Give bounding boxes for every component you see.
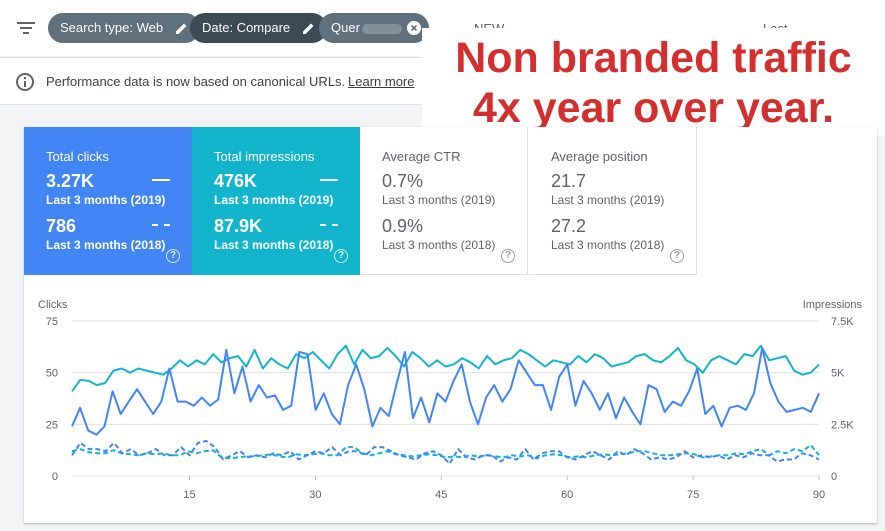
close-icon[interactable] (407, 21, 421, 35)
metric-average-position[interactable]: Average position 21.7 Last 3 months (201… (529, 127, 697, 275)
date-chip[interactable]: Date: Compare (190, 13, 327, 43)
series-line-clicks-2019 (71, 346, 820, 436)
y-right-tick-label: 0 (831, 471, 837, 483)
learn-more-link[interactable]: Learn more (348, 74, 415, 89)
metric-value-previous: 786 (46, 216, 77, 236)
y-right-tick-label: 5K (831, 368, 845, 380)
search-type-chip[interactable]: Search type: Web (48, 13, 200, 43)
metric-label: Average position (551, 149, 648, 164)
query-chip[interactable]: Quer (319, 13, 429, 43)
dashed-line-legend (152, 224, 170, 226)
help-icon[interactable]: ? (334, 249, 348, 263)
query-chip-label: Quer (331, 20, 360, 35)
y-left-axis-title: Clicks (38, 299, 68, 311)
metric-period-previous: Last 3 months (2018) (46, 238, 166, 252)
metric-period-previous: Last 3 months (2018) (214, 238, 334, 252)
metric-value-previous: 27.2 (551, 216, 587, 236)
metric-value-current: 0.7% (382, 171, 424, 191)
annotation-overlay: Non branded traffic 4x year over year. (422, 28, 885, 136)
x-tick-label: 60 (561, 489, 573, 501)
x-tick-label: 75 (687, 489, 699, 501)
search-type-chip-label: Search type: Web (60, 20, 164, 35)
metric-period-current: Last 3 months (2019) (214, 193, 334, 207)
x-tick-label: 15 (183, 489, 195, 501)
metric-value-previous: 87.9K (214, 216, 263, 236)
edit-icon[interactable] (175, 22, 188, 35)
solid-line-legend (152, 179, 170, 181)
filter-icon[interactable] (16, 18, 36, 38)
dashed-line-legend (320, 224, 338, 226)
metric-value-current: 21.7 (551, 171, 587, 191)
help-icon[interactable]: ? (670, 249, 684, 263)
info-icon (16, 73, 34, 91)
solid-line-legend (320, 179, 338, 181)
metric-label: Total clicks (46, 149, 109, 164)
series-line-impressions-2018 (71, 444, 820, 460)
metric-label: Average CTR (382, 149, 461, 164)
metric-value-current: 3.27K (46, 171, 95, 191)
redacted-text (361, 23, 402, 34)
series-line-clicks-2018 (71, 439, 820, 465)
help-icon[interactable]: ? (166, 249, 180, 263)
date-chip-label: Date: Compare (202, 20, 291, 35)
x-tick-label: 30 (309, 489, 321, 501)
series-line-impressions-2019 (71, 344, 820, 392)
y-right-tick-label: 7.5K (831, 316, 854, 328)
edit-icon[interactable] (302, 22, 315, 35)
y-left-tick-label: 50 (46, 368, 58, 380)
metric-value-current: 476K (214, 171, 258, 191)
y-left-tick-label: 75 (46, 316, 58, 328)
metric-value-previous: 0.9% (382, 216, 424, 236)
metric-period-current: Last 3 months (2019) (382, 193, 496, 207)
x-tick-label: 45 (435, 489, 447, 501)
help-icon[interactable]: ? (501, 249, 515, 263)
metric-average-ctr[interactable]: Average CTR 0.7% Last 3 months (2019) 0.… (360, 127, 528, 275)
metric-period-previous: Last 3 months (2018) (551, 238, 665, 252)
metric-label: Total impressions (214, 149, 315, 164)
info-message: Performance data is now based on canonic… (46, 74, 346, 89)
metric-period-previous: Last 3 months (2018) (382, 238, 496, 252)
y-left-tick-label: 0 (52, 471, 58, 483)
metric-total-clicks[interactable]: Total clicks 3.27K Last 3 months (2019) … (24, 127, 192, 275)
y-right-tick-label: 2.5K (831, 419, 854, 431)
metric-total-impressions[interactable]: Total impressions 476K Last 3 months (20… (192, 127, 360, 275)
y-right-axis-title: Impressions (803, 299, 863, 311)
metric-period-current: Last 3 months (2019) (46, 193, 166, 207)
metric-period-current: Last 3 months (2019) (551, 193, 665, 207)
x-tick-label: 90 (813, 489, 825, 501)
performance-chart[interactable]: 0 0 25 2.5K 50 5K 75 7.5K Clicks Impressions 15 30 4… (24, 127, 877, 523)
annotation-line-2: 4x year over year. (472, 84, 835, 132)
y-left-tick-label: 25 (46, 419, 58, 431)
annotation-line-1: Non branded traffic (455, 34, 852, 82)
performance-card: Total clicks 3.27K Last 3 months (2019) … (24, 127, 877, 523)
